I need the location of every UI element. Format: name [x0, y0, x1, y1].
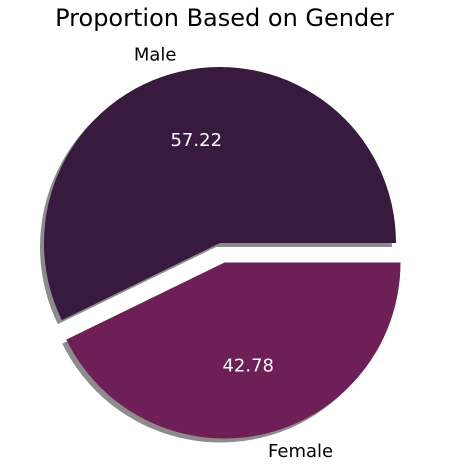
slice-value-female: 42.78: [222, 355, 274, 376]
slice-label-male: Male: [134, 44, 177, 65]
pie-slice-male: [43, 67, 396, 321]
pie-labels: Male 57.22 Female 42.78: [134, 44, 333, 462]
slice-label-female: Female: [268, 441, 333, 462]
slice-value-male: 57.22: [170, 130, 222, 151]
pie-slices: [43, 67, 401, 439]
pie-slice-female: [66, 262, 401, 439]
chart-title: Proportion Based on Gender: [55, 4, 394, 32]
